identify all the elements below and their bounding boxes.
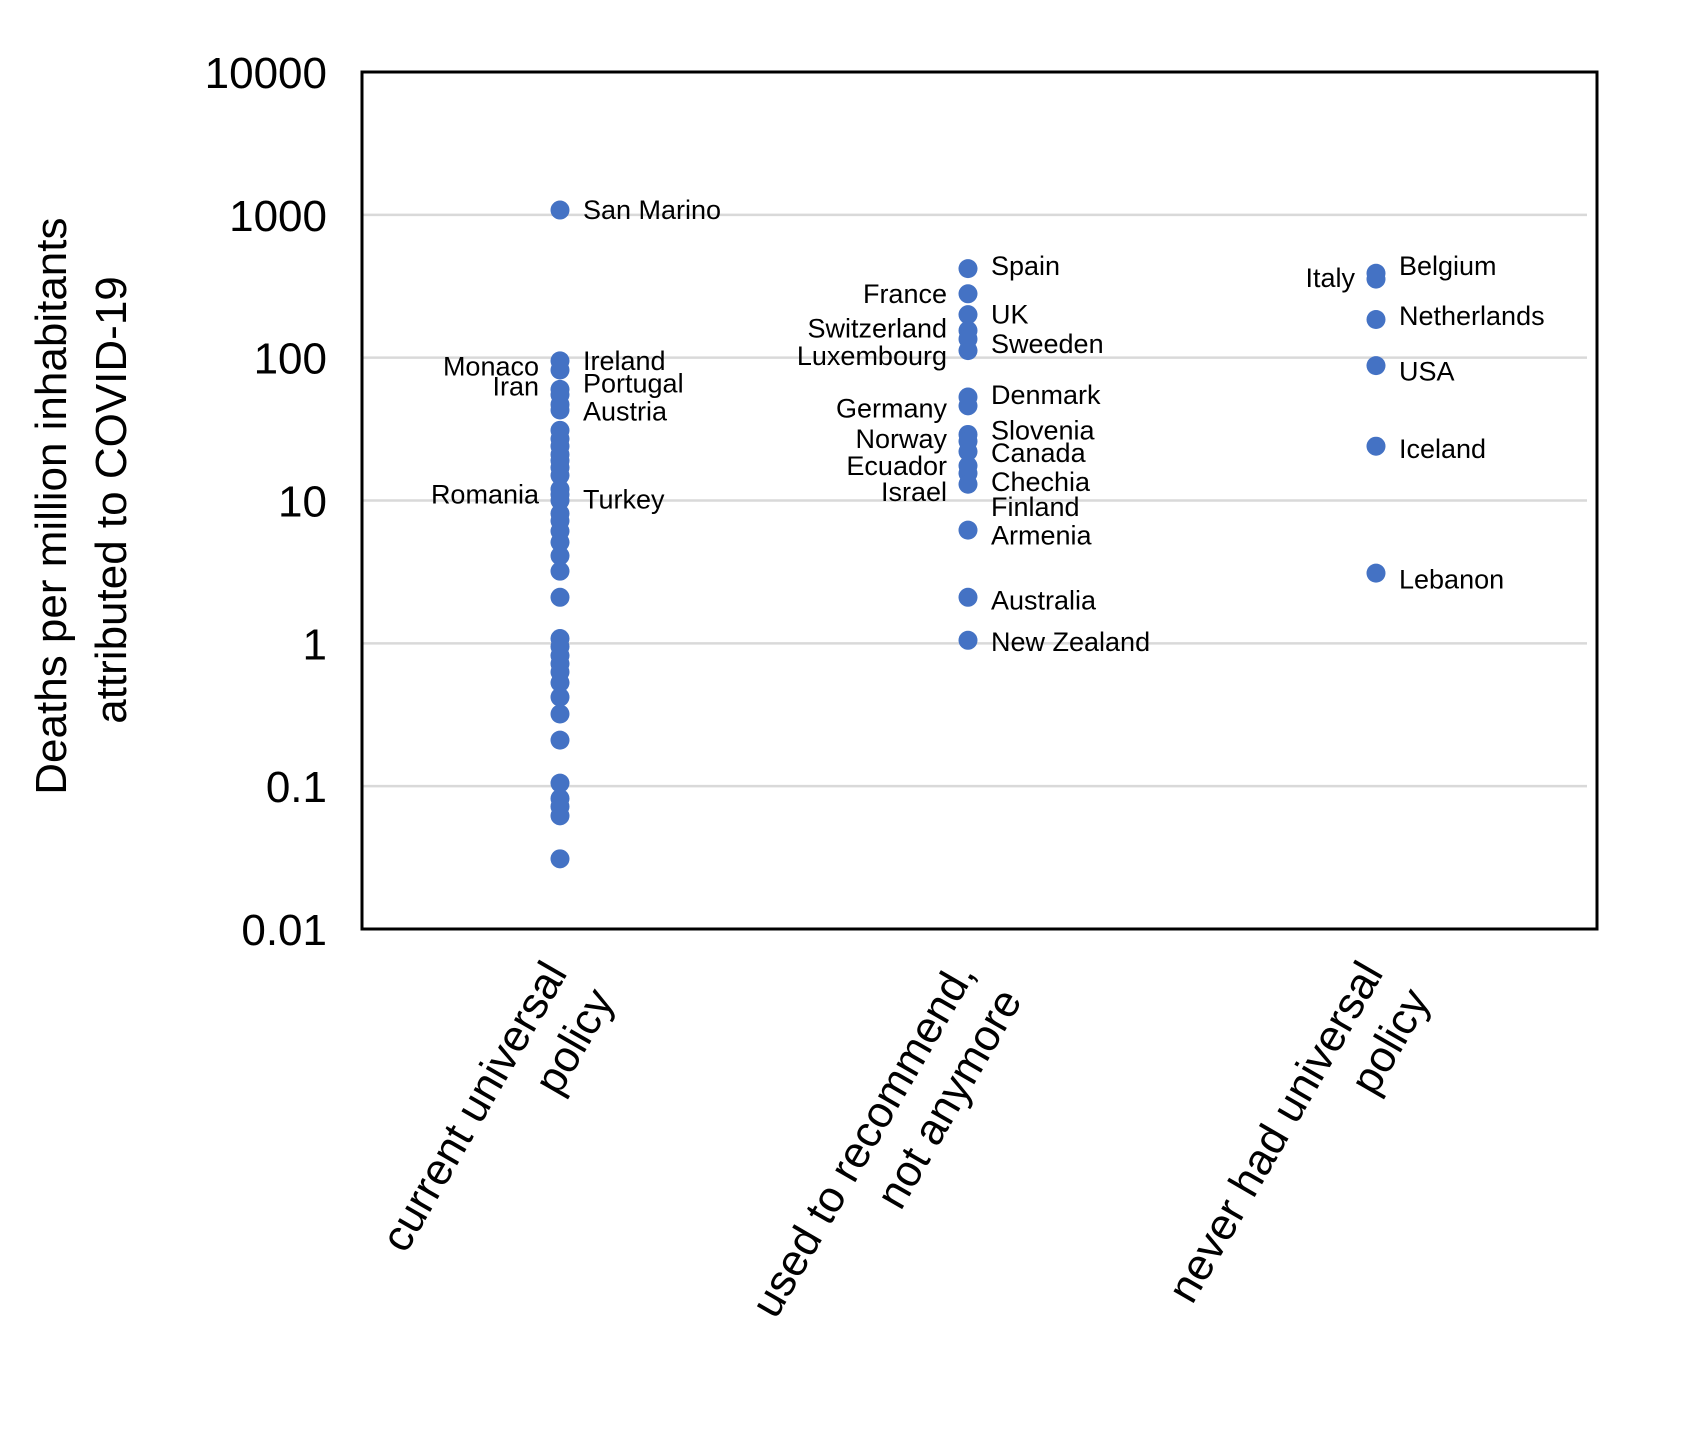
y-tick-label: 0.1 [266, 763, 327, 812]
data-point [550, 687, 570, 707]
point-label: Canada [991, 438, 1087, 468]
point-label: Turkey [583, 484, 665, 514]
data-point [1366, 310, 1386, 330]
point-label: Netherlands [1399, 301, 1545, 331]
point-labels: San Marino Ireland Monaco Portugal Iran Austr… [431, 195, 1545, 657]
y-tick-label: 1000 [229, 192, 327, 241]
data-point [550, 806, 570, 826]
data-point [958, 442, 978, 462]
point-label: Israel [881, 477, 947, 507]
data-point [958, 587, 978, 607]
point-label: Ecuador [846, 451, 947, 481]
y-axis-title: Deaths per million inhabitants attribute… [27, 205, 136, 794]
data-point [550, 561, 570, 581]
point-label: Slovenia [991, 415, 1096, 445]
data-point [550, 400, 570, 420]
y-tick-label: 100 [254, 335, 327, 384]
data-point [550, 704, 570, 724]
y-tick-label: 10 [278, 478, 327, 527]
x-category-label: never had universalpolicy [1158, 954, 1439, 1338]
data-point [550, 730, 570, 750]
point-label: Romania [431, 480, 540, 510]
point-label: Lebanon [1399, 564, 1504, 594]
y-axis-title-line-1: Deaths per million inhabitants [27, 218, 76, 795]
point-label: Portugal [583, 368, 684, 398]
point-label: Sweeden [991, 329, 1104, 359]
data-point [958, 396, 978, 416]
x-category-label: current universalpolicy [372, 954, 624, 1287]
data-point [550, 773, 570, 793]
data-point [1366, 563, 1386, 583]
data-point [1366, 269, 1386, 289]
point-label: UK [991, 300, 1029, 330]
point-label: Belgium [1399, 251, 1497, 281]
data-point [1366, 356, 1386, 376]
point-label: Chechia [991, 467, 1091, 497]
point-label: Italy [1305, 263, 1355, 293]
point-label: Monaco [443, 351, 539, 381]
data-point [958, 474, 978, 494]
data-points [550, 200, 1386, 869]
data-point [550, 546, 570, 566]
y-axis-ticks: 0.01 0.1 1 10 100 1000 10000 [205, 49, 327, 955]
point-label: Austria [583, 396, 668, 426]
data-point [550, 849, 570, 869]
y-tick-label: 10000 [205, 49, 327, 98]
point-label: San Marino [583, 195, 721, 225]
x-category-label: used to recommend,not anymore [742, 954, 1032, 1353]
plot-area-frame [360, 70, 1599, 931]
data-point [550, 360, 570, 380]
point-label: Germany [836, 394, 948, 424]
data-point [958, 341, 978, 361]
data-point [550, 532, 570, 552]
data-point [550, 673, 570, 693]
data-point [550, 491, 570, 510]
point-label: Ireland [583, 346, 666, 376]
point-label: Norway [855, 424, 947, 454]
point-label: Finland [991, 492, 1080, 522]
point-label: Armenia [991, 520, 1093, 550]
y-axis-title-line-2: attributed to COVID-19 [87, 276, 136, 724]
point-label: Spain [991, 251, 1060, 281]
point-label: Luxembourg [797, 341, 947, 371]
point-label: Australia [991, 585, 1097, 615]
point-label: Denmark [991, 380, 1101, 410]
y-tick-label: 1 [303, 620, 327, 669]
point-label: France [863, 279, 947, 309]
point-label: USA [1399, 357, 1455, 387]
data-point [958, 630, 978, 650]
x-category-label-line: current universal [372, 954, 577, 1260]
data-point [958, 305, 978, 325]
data-point [1366, 436, 1386, 456]
point-label: Iceland [1399, 434, 1486, 464]
data-point [958, 520, 978, 540]
point-label: Switzerland [807, 314, 947, 344]
x-axis-categories: current universalpolicy used to recommend… [372, 954, 1440, 1353]
data-point [958, 259, 978, 279]
data-point [958, 284, 978, 304]
data-point [550, 587, 570, 607]
data-point [550, 465, 570, 485]
y-tick-label: 0.01 [241, 906, 327, 955]
data-point [550, 200, 570, 220]
point-label: Iran [492, 371, 539, 401]
x-category-label-line: never had universal [1158, 954, 1392, 1311]
point-label: New Zealand [991, 627, 1150, 657]
